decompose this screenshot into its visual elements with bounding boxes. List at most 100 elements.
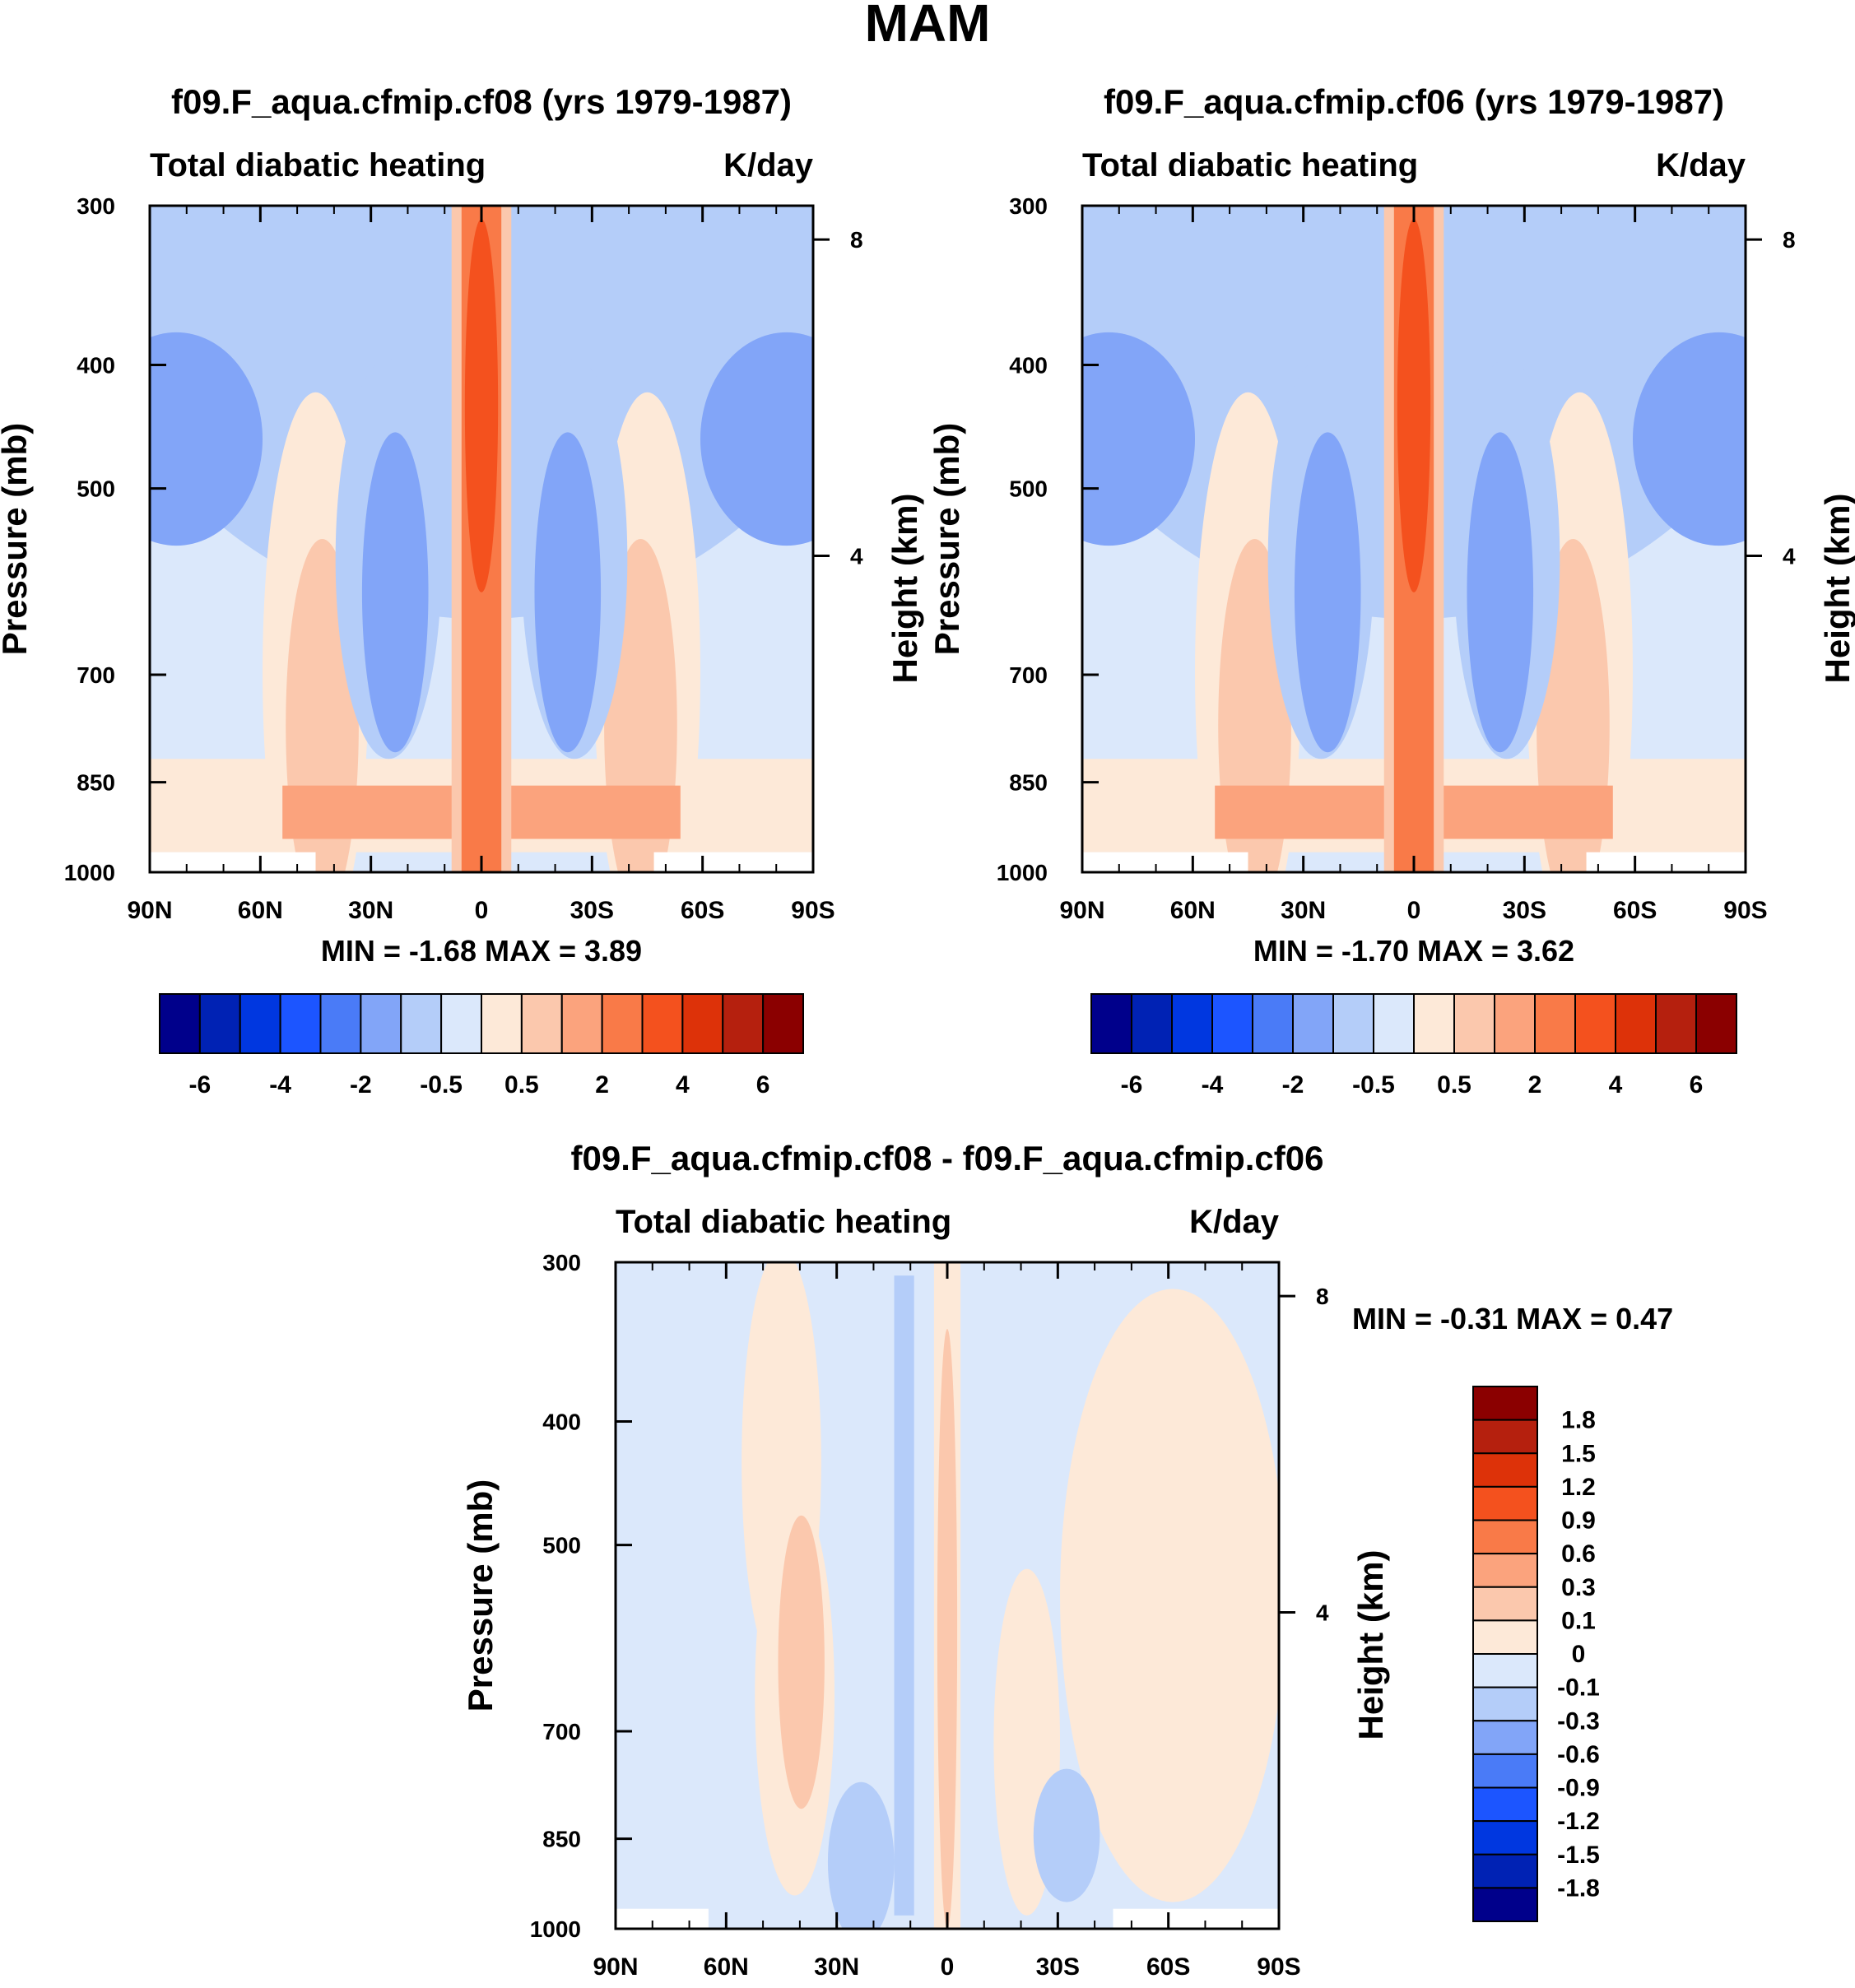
axes-panel3: f09.F_aqua.cfmip.cf08 - f09.F_aqua.cfmip… <box>461 1139 1390 1981</box>
contour-nh-upper-min <box>150 332 263 546</box>
colorbar-label: 2 <box>1528 1071 1542 1099</box>
colorbar-box <box>1090 993 1132 1054</box>
colorbar-box <box>1472 1720 1538 1755</box>
colorbar-box <box>1472 1386 1538 1421</box>
y-tick-label: 700 <box>1009 662 1048 688</box>
figure-title: MAM <box>865 0 991 53</box>
colorbar-box <box>762 993 804 1054</box>
colorbar-box <box>159 993 201 1054</box>
colorbar-label: 0.3 <box>1561 1574 1596 1601</box>
colorbar-box <box>481 993 523 1054</box>
colorbar-label: 1.5 <box>1561 1440 1596 1467</box>
y-right-tick-label: 8 <box>1316 1284 1329 1309</box>
y-tick-label: 700 <box>77 662 115 688</box>
y-right-tick-label: 8 <box>850 227 863 253</box>
colorbar-box <box>319 993 362 1054</box>
right-string: K/day <box>1189 1204 1280 1240</box>
right-string: K/day <box>1656 147 1746 183</box>
colorbar-label: -1.2 <box>1557 1808 1600 1835</box>
contour-missing-nh <box>150 852 316 872</box>
y-tick-label: 400 <box>77 353 115 379</box>
colorbar-box <box>440 993 482 1054</box>
contour-field-panel2 <box>1082 206 1746 872</box>
colorbar-label: 6 <box>756 1071 770 1099</box>
colorbar-box <box>601 993 644 1054</box>
colorbar-box <box>1472 1619 1538 1655</box>
left-string: Total diabatic heating <box>150 147 486 183</box>
panel-title: f09.F_aqua.cfmip.cf06 (yrs 1979-1987) <box>1104 82 1724 121</box>
colorbar-label: 2 <box>595 1071 609 1099</box>
colorbar-label: -6 <box>189 1071 212 1099</box>
contour-nh-subsidence-inner <box>361 432 429 753</box>
x-tick-label: 0 <box>475 897 489 924</box>
colorbar-box <box>1373 993 1415 1054</box>
colorbar-label: 0.5 <box>504 1071 539 1099</box>
y-axis-label: Pressure (mb) <box>0 423 34 655</box>
colorbar-box <box>1472 1452 1538 1488</box>
colorbar-label: -4 <box>1202 1071 1224 1099</box>
min-max-stats: MIN = -1.70 MAX = 3.62 <box>1253 934 1574 968</box>
y-tick-label: 1000 <box>530 1916 581 1942</box>
colorbar-label: -1.5 <box>1557 1842 1600 1869</box>
x-tick-label: 60S <box>1146 1953 1190 1981</box>
colorbar-box <box>1655 993 1697 1054</box>
colorbar-box <box>1332 993 1374 1054</box>
colorbar-label: -0.3 <box>1557 1707 1600 1735</box>
y-tick-label: 400 <box>1009 353 1048 379</box>
colorbar-label: 0.1 <box>1561 1607 1596 1634</box>
colorbar-box <box>1494 993 1536 1054</box>
x-tick-label: 90S <box>1723 897 1767 924</box>
colorbar-label: -0.5 <box>420 1071 463 1099</box>
colorbar-label: 0.6 <box>1561 1540 1596 1568</box>
left-string: Total diabatic heating <box>616 1204 951 1240</box>
colorbar-panel2: -6 -4 -2 -0.5 0.5 2 4 6 <box>1090 993 1737 1099</box>
y-right-tick-label: 8 <box>1783 227 1796 253</box>
x-tick-label: 30N <box>1281 897 1326 924</box>
colorbar-box <box>1472 1786 1538 1823</box>
right-string: K/day <box>723 147 814 183</box>
colorbar-box <box>1472 1419 1538 1455</box>
axes-panel2: f09.F_aqua.cfmip.cf06 (yrs 1979-1987) Tot… <box>928 82 1855 924</box>
y-tick-label: 400 <box>542 1410 581 1435</box>
colorbar-box <box>1211 993 1253 1054</box>
contour-sh-subsidence-inner <box>1467 432 1534 753</box>
min-max-stats: MIN = -1.68 MAX = 3.89 <box>321 934 642 968</box>
x-tick-label: 30S <box>1036 1953 1080 1981</box>
colorbar-box <box>1534 993 1576 1054</box>
x-tick-label: 90N <box>1059 897 1104 924</box>
colorbar-label: -4 <box>269 1071 291 1099</box>
y-tick-label: 1000 <box>64 860 115 885</box>
y-right-axis-label: Height (km) <box>1351 1550 1390 1740</box>
x-tick-label: 0 <box>941 1953 955 1981</box>
colorbar-box <box>1472 1853 1538 1889</box>
colorbar-box <box>520 993 563 1054</box>
colorbar-label: 0.9 <box>1561 1507 1596 1535</box>
contour-field-panel3 <box>616 1262 1279 1929</box>
x-tick-label: 60N <box>1170 897 1216 924</box>
panel-title: f09.F_aqua.cfmip.cf08 (yrs 1979-1987) <box>171 82 792 121</box>
contour-itcz-core <box>937 1329 958 1929</box>
x-tick-label: 60S <box>681 897 724 924</box>
contour-nh-warm-core <box>778 1515 825 1809</box>
y-right-tick-label: 4 <box>1783 544 1796 569</box>
contour-sh-upper-min <box>1633 332 1746 546</box>
x-tick-label: 0 <box>1407 897 1421 924</box>
colorbar-box <box>360 993 402 1054</box>
colorbar-box <box>1574 993 1616 1054</box>
colorbar-label: -0.9 <box>1557 1775 1600 1802</box>
colorbar-label: -0.5 <box>1352 1071 1395 1099</box>
colorbar-label: -6 <box>1121 1071 1143 1099</box>
colorbar-panel1: -6 -4 -2 -0.5 0.5 2 4 6 <box>159 993 804 1099</box>
contour-missing-sh <box>1586 852 1746 872</box>
colorbar-box <box>1472 1820 1538 1856</box>
left-string: Total diabatic heating <box>1082 147 1418 183</box>
contour-nh-upper-min <box>1082 332 1195 546</box>
y-tick-label: 500 <box>77 476 115 502</box>
colorbar-panel3: 1.8 1.5 1.2 0.9 0.6 0.3 0.1 0 -0.1 -0.3 -0.6 -0.9 -1… <box>1472 1386 1600 1922</box>
colorbar-box <box>1292 993 1334 1054</box>
colorbar-label: 1.8 <box>1561 1407 1596 1434</box>
colorbar-box <box>1472 1586 1538 1622</box>
colorbar-box <box>1472 1686 1538 1722</box>
